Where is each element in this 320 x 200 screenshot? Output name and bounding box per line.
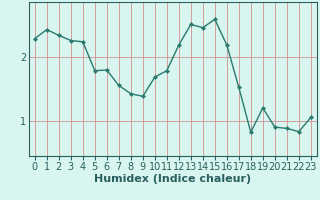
X-axis label: Humidex (Indice chaleur): Humidex (Indice chaleur) [94, 174, 252, 184]
